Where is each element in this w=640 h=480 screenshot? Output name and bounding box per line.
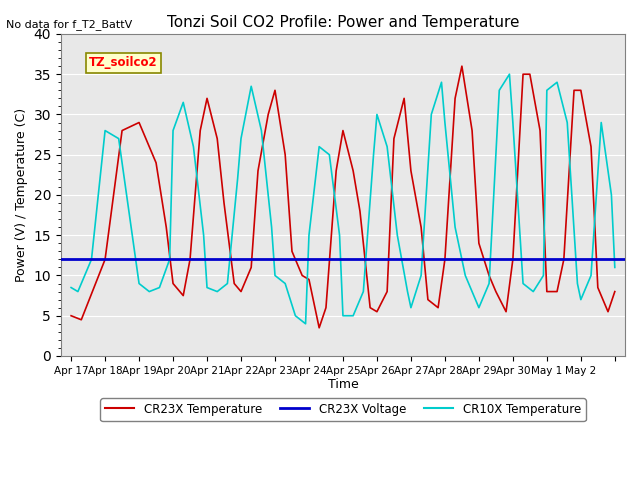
X-axis label: Time: Time — [328, 379, 358, 392]
Legend: CR23X Temperature, CR23X Voltage, CR10X Temperature: CR23X Temperature, CR23X Voltage, CR10X … — [100, 398, 586, 421]
Text: TZ_soilco2: TZ_soilco2 — [89, 57, 157, 70]
Y-axis label: Power (V) / Temperature (C): Power (V) / Temperature (C) — [15, 108, 28, 282]
Text: No data for f_T2_BattV: No data for f_T2_BattV — [6, 19, 132, 30]
Title: Tonzi Soil CO2 Profile: Power and Temperature: Tonzi Soil CO2 Profile: Power and Temper… — [166, 15, 519, 30]
